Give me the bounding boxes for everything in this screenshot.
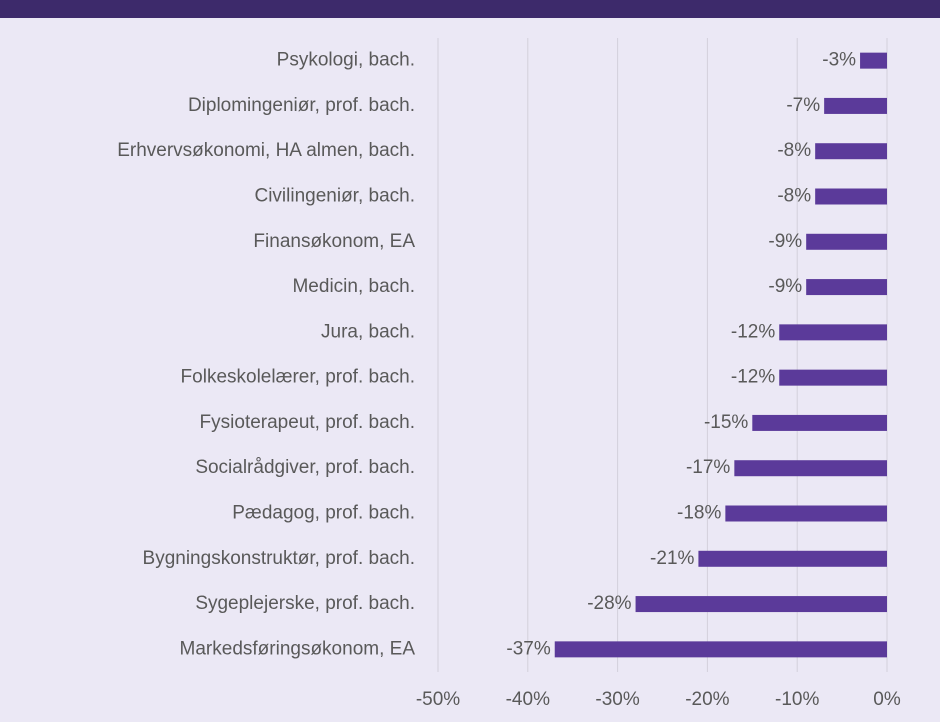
data-label: -12% xyxy=(731,321,775,342)
y-tick-label: Markedsføringsøkonom, EA xyxy=(180,638,416,659)
data-label: -17% xyxy=(686,457,730,478)
bar xyxy=(860,52,887,69)
x-tick-label: -10% xyxy=(775,689,819,710)
y-tick-label: Erhvervsøkonomi, HA almen, bach. xyxy=(117,140,415,161)
x-tick-label: -40% xyxy=(506,689,550,710)
bar xyxy=(806,233,887,250)
y-tick-label: Civilingeniør, bach. xyxy=(254,186,415,207)
y-tick-label: Medicin, bach. xyxy=(292,276,415,297)
x-tick-label: -30% xyxy=(595,689,639,710)
x-tick-label: -20% xyxy=(685,689,729,710)
data-label: -3% xyxy=(822,50,856,71)
y-tick-label: Bygningskonstruktør, prof. bach. xyxy=(143,548,415,569)
data-label: -18% xyxy=(677,503,721,524)
bar xyxy=(815,188,887,205)
bar xyxy=(815,143,887,160)
data-label: -37% xyxy=(506,638,550,659)
y-tick-label: Socialrådgiver, prof. bach. xyxy=(195,457,415,478)
data-label: -9% xyxy=(768,231,802,252)
data-label: -8% xyxy=(777,186,811,207)
bar xyxy=(725,505,887,522)
y-tick-label: Sygeplejerske, prof. bach. xyxy=(195,593,415,614)
bar xyxy=(554,641,887,658)
y-tick-label: Diplomingeniør, prof. bach. xyxy=(188,95,415,116)
y-tick-label: Fysioterapeut, prof. bach. xyxy=(200,412,415,433)
y-tick-label: Psykologi, bach. xyxy=(277,50,415,71)
data-label: -8% xyxy=(777,140,811,161)
data-label: -12% xyxy=(731,367,775,388)
bar xyxy=(752,414,887,431)
data-label: -15% xyxy=(704,412,748,433)
x-tick-label: 0% xyxy=(873,689,901,710)
data-label: -21% xyxy=(650,548,694,569)
bar xyxy=(806,279,887,296)
bar xyxy=(734,460,887,477)
bar xyxy=(698,550,887,567)
bar xyxy=(779,324,887,341)
y-tick-label: Jura, bach. xyxy=(321,321,415,342)
bar xyxy=(779,369,887,386)
y-tick-label: Pædagog, prof. bach. xyxy=(232,503,415,524)
data-label: -9% xyxy=(768,276,802,297)
y-tick-label: Folkeskolelærer, prof. bach. xyxy=(181,367,415,388)
data-label: -7% xyxy=(786,95,820,116)
bar xyxy=(824,97,887,114)
y-tick-label: Finansøkonom, EA xyxy=(253,231,415,252)
header-band xyxy=(0,0,940,18)
bar xyxy=(635,596,887,613)
x-tick-label: -50% xyxy=(416,689,460,710)
data-label: -28% xyxy=(587,593,631,614)
